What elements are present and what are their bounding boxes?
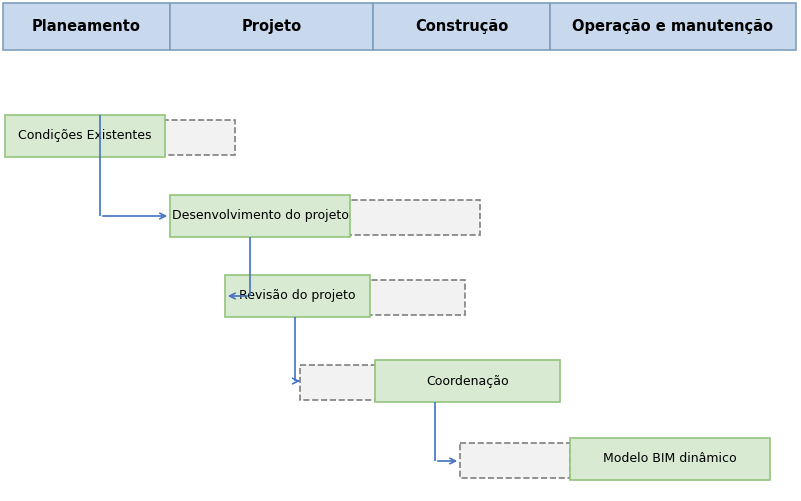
- Text: Condições Existentes: Condições Existentes: [18, 129, 151, 142]
- Bar: [170, 195, 350, 237]
- Text: Coordenação: Coordenação: [426, 375, 509, 387]
- Bar: [373, 3, 550, 50]
- Text: Revisão do projeto: Revisão do projeto: [239, 290, 356, 303]
- Text: Planeamento: Planeamento: [32, 19, 141, 34]
- Bar: [550, 3, 796, 50]
- Bar: [345, 280, 465, 315]
- Bar: [225, 275, 370, 317]
- Text: Operação e manutenção: Operação e manutenção: [573, 19, 774, 34]
- Bar: [145, 120, 235, 155]
- Bar: [300, 365, 380, 400]
- Text: Modelo BIM dinâmico: Modelo BIM dinâmico: [603, 452, 737, 465]
- Bar: [170, 3, 373, 50]
- Bar: [5, 115, 165, 157]
- Bar: [3, 3, 170, 50]
- Bar: [570, 438, 770, 480]
- Text: Desenvolvimento do projeto: Desenvolvimento do projeto: [171, 209, 348, 222]
- Text: Construção: Construção: [415, 19, 508, 34]
- Text: Projeto: Projeto: [241, 19, 301, 34]
- Bar: [375, 360, 560, 402]
- Bar: [325, 200, 480, 235]
- Bar: [460, 443, 570, 478]
